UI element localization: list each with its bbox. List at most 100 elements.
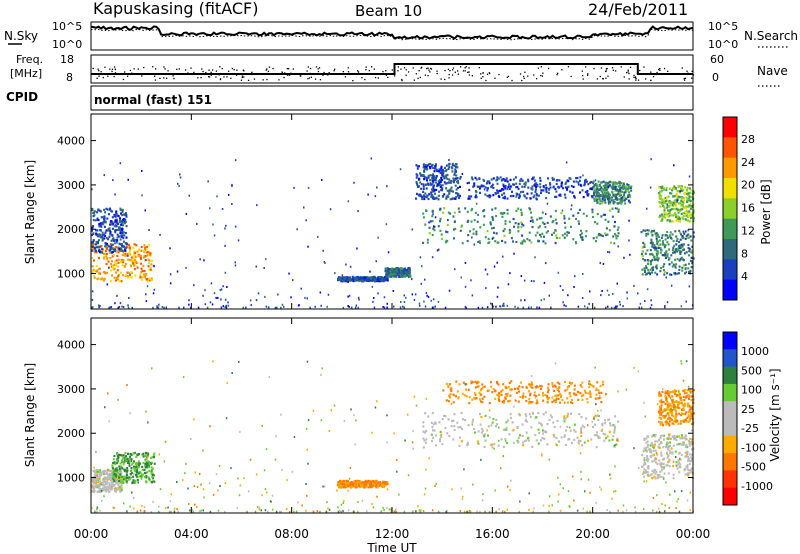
scatter-cell: [504, 396, 507, 399]
scatter-cell: [520, 221, 523, 224]
scatter-cell: [592, 185, 595, 188]
scatter-cell: [606, 435, 609, 438]
scatter-cell: [477, 385, 480, 388]
scatter-cell: [676, 215, 679, 218]
scatter-cell: [576, 436, 579, 439]
scatter-cell: [465, 395, 468, 398]
nave-dot: [152, 66, 154, 68]
scatter-cell: [538, 393, 541, 396]
scatter-cell: [504, 187, 506, 190]
scatter-cell: [684, 434, 687, 437]
scatter-cell: [484, 439, 487, 442]
scatter-cell: [535, 395, 538, 398]
scatter-cell: [656, 440, 659, 443]
scatter-cell: [554, 229, 557, 232]
scatter-cell: [653, 458, 656, 461]
scatter-cell: [349, 482, 352, 485]
scatter-cell: [533, 179, 536, 182]
scatter-cell: [524, 413, 527, 416]
scatter-cell: [381, 483, 384, 486]
scatter-cell: [527, 439, 530, 442]
scatter-cell: [661, 234, 664, 237]
scatter-cell: [688, 175, 691, 178]
nave-dot: [556, 74, 558, 76]
nave-dot: [620, 66, 622, 68]
scatter-cell: [108, 469, 111, 472]
scatter-cell: [480, 389, 483, 392]
scatter-cell: [647, 268, 650, 272]
frequency-panel: Freq. [MHz] 18 8 60 0 Nave: [10, 53, 788, 87]
scatter-cell: [525, 386, 528, 389]
scatter-cell: [600, 194, 603, 197]
scatter-cell: [150, 456, 153, 460]
scatter-cell: [680, 204, 683, 207]
scatter-cell: [97, 257, 100, 260]
scatter-cell: [129, 452, 132, 456]
scatter-cell: [373, 483, 376, 486]
scatter-cell: [370, 483, 372, 486]
scatter-cell: [522, 224, 525, 227]
scatter-cell: [110, 269, 113, 272]
nave-dot: [449, 70, 451, 72]
scatter-cell: [468, 188, 471, 191]
scatter-cell: [441, 187, 444, 190]
scatter-cell: [501, 193, 503, 196]
scatter-cell: [101, 237, 104, 240]
scatter-cell: [512, 217, 515, 221]
scatter-cell: [122, 237, 125, 240]
scatter-cell: [96, 242, 99, 245]
scatter-cell: [150, 481, 153, 484]
scatter-cell: [119, 162, 122, 165]
scatter-cell: [559, 285, 562, 288]
nave-dot: [391, 69, 393, 71]
scatter-cell: [431, 194, 434, 197]
scatter-cell: [375, 479, 378, 482]
scatter-cell: [581, 398, 584, 401]
scatter-cell: [121, 259, 124, 262]
scatter-cell: [542, 429, 544, 432]
scatter-cell: [573, 388, 576, 391]
scatter-cell: [677, 211, 680, 214]
scatter-cell: [131, 306, 133, 309]
scatter-cell: [177, 182, 179, 185]
scatter-cell: [101, 231, 104, 234]
scatter-cell: [661, 216, 664, 219]
scatter-cell: [424, 441, 427, 444]
scatter-cell: [671, 187, 674, 190]
scatter-cell: [685, 207, 688, 210]
scatter-cell: [665, 251, 668, 254]
scatter-cell: [613, 201, 616, 204]
scatter-cell: [121, 253, 124, 256]
scatter-cell: [515, 182, 518, 185]
scatter-cell: [106, 208, 109, 211]
scatter-cell: [114, 463, 117, 466]
scatter-cell: [510, 237, 513, 240]
scatter-cell: [545, 186, 548, 189]
scatter-cell: [518, 182, 521, 185]
scatter-cell: [406, 269, 409, 272]
scatter-cell: [370, 157, 373, 160]
nave-dot: [100, 71, 102, 73]
scatter-cell: [376, 186, 378, 189]
scatter-cell: [101, 484, 104, 487]
scatter-cell: [658, 446, 661, 449]
nave-dot: [287, 74, 289, 76]
nave-dot: [131, 72, 133, 74]
scatter-cell: [664, 256, 667, 260]
scatter-cell: [257, 292, 260, 295]
scatter-cell: [647, 262, 650, 265]
scatter-cell: [643, 457, 646, 460]
scatter-cell: [587, 183, 590, 186]
scatter-cell: [612, 424, 615, 427]
scatter-cell: [518, 413, 521, 416]
scatter-cell: [612, 193, 615, 197]
scatter-cell: [96, 490, 99, 493]
scatter-cell: [577, 441, 580, 444]
nave-dot: [190, 67, 192, 69]
scatter-cell: [117, 273, 120, 277]
scatter-cell: [100, 245, 103, 248]
nave-dot: [656, 71, 658, 74]
scatter-cell: [678, 265, 681, 268]
scatter-cell: [505, 177, 508, 180]
scatter-cell: [639, 302, 642, 305]
